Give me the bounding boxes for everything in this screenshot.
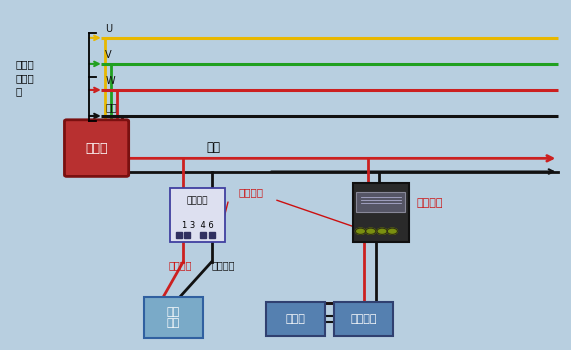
Text: 光伏电站: 光伏电站 (351, 314, 377, 324)
Text: 用户
负载: 用户 负载 (167, 307, 180, 328)
FancyBboxPatch shape (170, 188, 225, 242)
Text: 逆变器: 逆变器 (286, 314, 305, 324)
Text: 负载火线: 负载火线 (168, 260, 192, 270)
Circle shape (387, 228, 397, 235)
Text: U: U (106, 25, 112, 34)
Text: 火线: 火线 (206, 141, 220, 154)
FancyBboxPatch shape (266, 302, 325, 336)
FancyBboxPatch shape (335, 302, 393, 336)
FancyBboxPatch shape (65, 120, 128, 176)
Circle shape (355, 228, 365, 235)
Text: V: V (106, 50, 112, 61)
Text: W: W (106, 76, 115, 86)
Circle shape (377, 228, 387, 235)
Text: 1 3  4 6: 1 3 4 6 (182, 221, 214, 230)
Text: 负载零线: 负载零线 (211, 260, 235, 270)
Text: 零线: 零线 (106, 103, 117, 112)
Circle shape (365, 228, 376, 235)
Text: 单向电表: 单向电表 (416, 198, 443, 208)
FancyBboxPatch shape (356, 192, 405, 212)
FancyBboxPatch shape (144, 297, 203, 338)
FancyBboxPatch shape (352, 183, 409, 242)
Text: 接线端子: 接线端子 (239, 187, 264, 197)
Text: 双向电表: 双向电表 (187, 196, 208, 205)
Text: 配电箱: 配电箱 (85, 142, 108, 155)
Text: 国家电
网三相
电: 国家电 网三相 电 (15, 60, 34, 96)
